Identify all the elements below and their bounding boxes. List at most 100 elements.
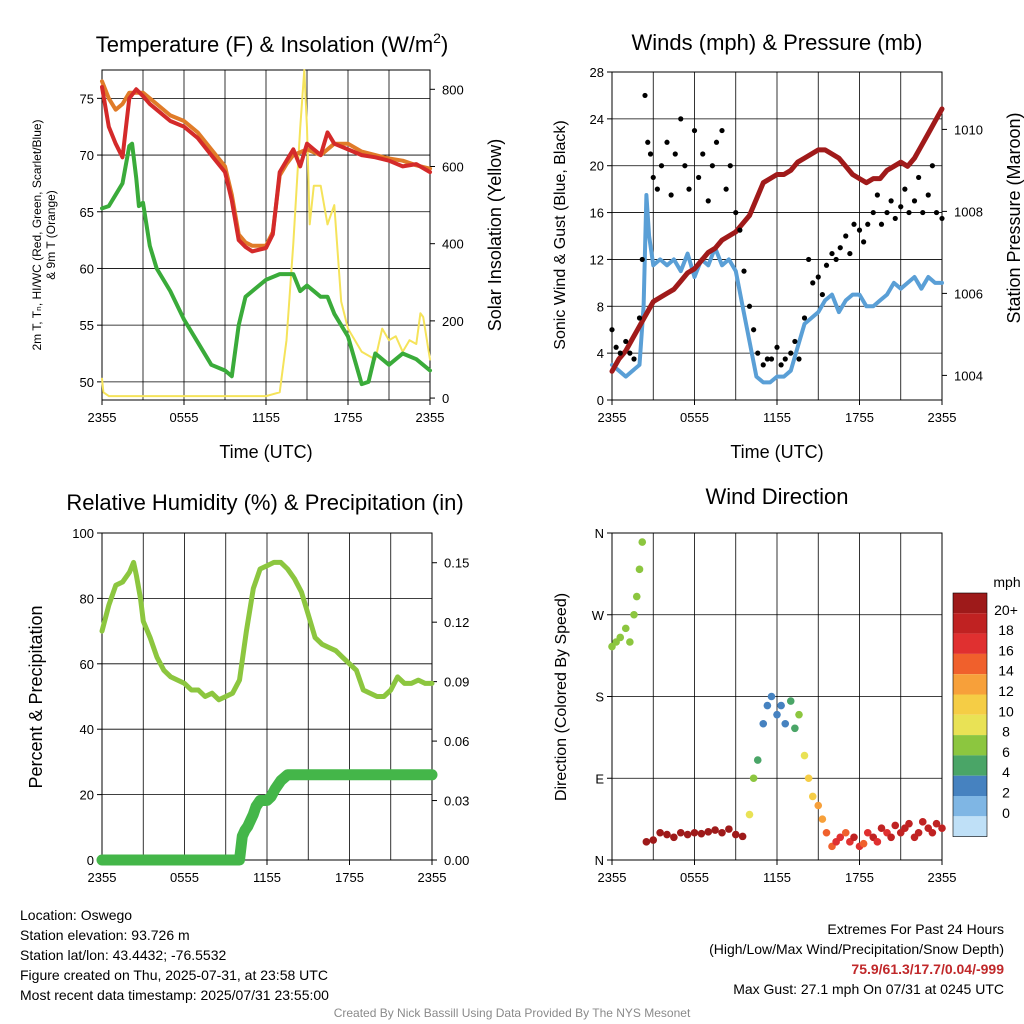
temp-ylabel: 2m T, Tₙ, HI/WC (Red, Green, Scarlet/Blu…: [30, 119, 58, 350]
direction-point: [836, 833, 845, 842]
gust-point: [788, 350, 794, 356]
gust-point: [929, 163, 935, 169]
direction-point: [841, 828, 850, 837]
wind-ytick-label: 20: [590, 159, 604, 174]
legend-swatch: [953, 755, 987, 776]
gust-point: [627, 350, 633, 356]
rh-y2tick-label: 0.09: [444, 675, 469, 690]
dir-ytick-label: N: [595, 526, 604, 541]
gust-point: [823, 262, 830, 268]
gust-point: [709, 163, 715, 169]
temp-ylabel2: Solar Insolation (Yellow): [485, 139, 505, 331]
gust-point: [870, 209, 876, 216]
gust-point: [851, 221, 857, 227]
wind-y2tick-label: 1008: [954, 204, 983, 219]
legend-frame: [952, 592, 988, 837]
gust-point: [833, 256, 839, 263]
rh-y2tick-label: 0.12: [444, 615, 469, 630]
temp-title: Temperature (F) & Insolation (W/m2): [96, 30, 449, 57]
gust-point: [768, 356, 775, 362]
rh-title: Relative Humidity (%) & Precipitation (i…: [66, 490, 463, 515]
max-gust: Max Gust: 27.1 mph On 07/31 at 0245 UTC: [733, 981, 1004, 997]
gust-point: [691, 127, 698, 134]
temp-y2tick-label: 200: [442, 314, 464, 329]
temp-ytick-label: 65: [80, 205, 94, 220]
gust-point: [920, 209, 926, 216]
direction-point: [804, 774, 813, 783]
gust-point: [815, 274, 821, 280]
rh-y2tick-label: 0.06: [444, 734, 469, 749]
dir-ylabel: Direction (Colored By Speed): [553, 593, 570, 801]
direction-point: [873, 838, 882, 846]
gust-point: [892, 215, 898, 222]
temp-series-1: [100, 79, 432, 248]
gust-point: [774, 344, 780, 350]
direction-point: [786, 697, 795, 705]
gust-point: [847, 250, 853, 257]
gust-point: [906, 209, 912, 216]
direction-point: [800, 751, 809, 760]
gust-point: [737, 227, 743, 233]
rh-ytick-label: 20: [80, 788, 94, 803]
gust-point: [796, 356, 802, 362]
direction-point: [697, 829, 706, 838]
direction-point: [711, 826, 719, 834]
wind-ytick-label: 8: [597, 299, 604, 314]
direction-point: [822, 828, 831, 837]
direction-point: [781, 719, 790, 728]
rh-xtick-label: 0555: [170, 870, 199, 885]
temp-grid: [101, 70, 431, 400]
direction-point: [795, 710, 803, 719]
legend-swatch: [953, 694, 987, 715]
direction-point: [621, 624, 630, 633]
gust-point: [902, 186, 908, 192]
gust-point: [884, 209, 890, 216]
temperature-chart: 2355 0555 1155 1755 2355 50 55 60 65 70 75 0 200 400 6…: [30, 30, 505, 462]
gust-point: [801, 315, 808, 321]
speed-legend: mph 20+ 18 16 14 12 10 8 6 4 2 0: [952, 574, 1021, 837]
gust-point: [810, 280, 816, 286]
gust-point: [645, 139, 651, 145]
gust-point: [806, 256, 812, 263]
legend-label: 16: [998, 642, 1014, 658]
station-elevation: Station elevation: 93.726 m: [20, 927, 190, 943]
gust-point: [939, 215, 945, 222]
direction-point: [777, 701, 785, 710]
gust-point: [861, 239, 867, 245]
gust-point: [613, 344, 619, 350]
wind-ytick-label: 28: [590, 65, 604, 80]
temp-series-0: [100, 85, 432, 254]
figure-created: Figure created on Thu, 2025-07-31, at 23…: [20, 967, 328, 983]
direction-point: [863, 828, 872, 837]
direction-point: [850, 833, 858, 842]
direction-point: [753, 756, 762, 764]
wind-xlabel: Time (UTC): [730, 442, 823, 462]
gust-point: [678, 116, 684, 122]
direction-point: [891, 821, 900, 830]
direction-point: [808, 792, 817, 801]
wind-ytick-label: 24: [590, 112, 604, 127]
wind-grid: [611, 71, 943, 401]
direction-point: [638, 538, 647, 546]
temp-y2tick-label: 600: [442, 159, 464, 174]
wind-chart: 2355 0555 1155 1755 2355 0 4 8 12 16 20 24 28 1004 100…: [552, 30, 1024, 462]
gust-point: [654, 186, 660, 192]
direction-point: [877, 824, 886, 833]
gust-point: [705, 198, 711, 204]
gust-point: [888, 198, 894, 204]
legend-swatch: [953, 796, 987, 817]
direction-point: [626, 638, 634, 646]
direction-point: [763, 701, 772, 710]
dir-xtick-label: 2355: [598, 870, 627, 885]
temp-y2tick-label: 800: [442, 82, 464, 97]
temp-xtick-label: 2355: [416, 410, 445, 425]
temp-ytick-label: 50: [80, 375, 94, 390]
direction-chart: 2355 0555 1155 1755 2355 N E S W N Wind Direction D…: [553, 484, 1021, 885]
rh-y2tick-label: 0.15: [444, 556, 469, 571]
wind-xtick-label: 1755: [845, 410, 874, 425]
temp-y2tick-label: 0: [442, 391, 449, 406]
legend-label: 20+: [994, 602, 1018, 618]
wind-y2tick-label: 1004: [954, 368, 983, 383]
gust-point: [664, 139, 670, 145]
